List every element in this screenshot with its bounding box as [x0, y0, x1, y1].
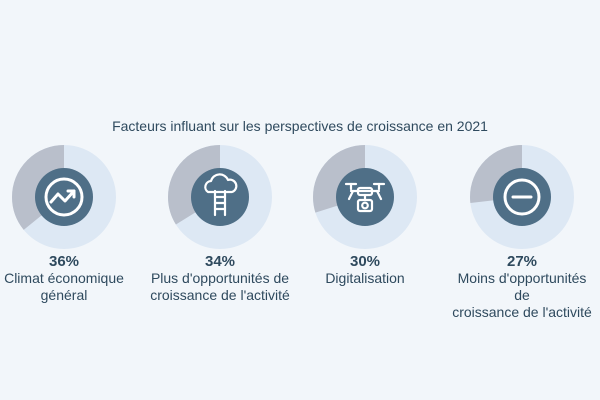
percentage-value: 34%: [204, 253, 236, 270]
percentage-value: 36%: [48, 253, 80, 270]
cloud-ladder-icon: [204, 173, 238, 217]
factor-label: Climat économique général: [4, 270, 124, 303]
factor-label: Moins d'opportunités de croissance de l'…: [452, 270, 592, 320]
donut-chart: [168, 145, 272, 249]
icon-circle: [35, 168, 93, 226]
chart-title: Facteurs influant sur les perspectives d…: [112, 118, 488, 134]
drone-icon: [344, 182, 386, 213]
donut-segment: [313, 145, 417, 249]
factor-item: 34% Plus d'opportunités de croissance de…: [150, 145, 290, 304]
donut-segment: [12, 145, 116, 249]
donut-segment: [168, 145, 272, 249]
donut-chart: [313, 145, 417, 249]
donut-segment: [470, 145, 574, 249]
factor-item: 36% Climat économique général: [0, 145, 134, 304]
minus-circle-icon: [503, 178, 541, 216]
trend-up-icon: [44, 177, 84, 217]
factor-item: 27% Moins d'opportunités de croissance d…: [452, 145, 592, 321]
factor-item: 30% Digitalisation: [295, 145, 435, 287]
donut-chart: [470, 145, 574, 249]
factor-label: Digitalisation: [325, 270, 405, 286]
percentage-value: 27%: [506, 253, 538, 270]
percentage-value: 30%: [349, 253, 381, 270]
factor-label: Plus d'opportunités de croissance de l'a…: [150, 270, 290, 303]
donut-chart: [12, 145, 116, 249]
